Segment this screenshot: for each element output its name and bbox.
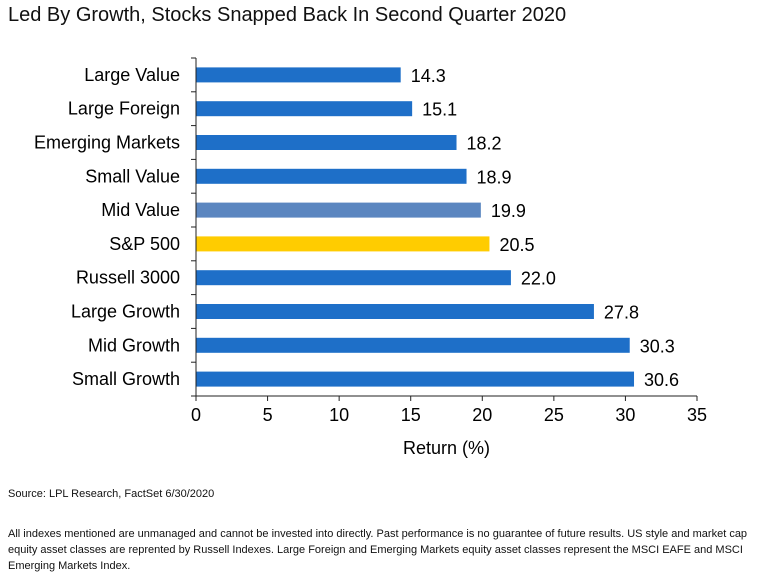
data-label: 18.9 [477, 167, 512, 187]
x-tick-label: 0 [191, 405, 201, 425]
category-label: Russell 3000 [76, 268, 180, 288]
x-tick-label: 10 [329, 405, 349, 425]
bar [196, 337, 630, 353]
bar [196, 67, 401, 83]
data-label: 30.3 [640, 336, 675, 356]
x-axis-title: Return (%) [403, 438, 490, 458]
category-label: Small Value [85, 166, 180, 186]
footnote: All indexes mentioned are unmanaged and … [8, 528, 748, 572]
category-label: Emerging Markets [34, 133, 180, 153]
bar [196, 304, 594, 319]
bar [196, 236, 490, 252]
data-label: 14.3 [411, 66, 446, 86]
category-label: Large Value [84, 65, 180, 85]
category-label: Large Growth [71, 302, 180, 322]
x-tick-label: 5 [263, 405, 273, 425]
bar [196, 202, 481, 218]
bar-chart: Large Value 14.3 Large Foreign 15.1 Emerging… [34, 57, 707, 458]
x-tick-label: 20 [472, 405, 492, 425]
category-label: Mid Growth [88, 335, 180, 355]
data-label: 27.8 [604, 303, 639, 323]
bar [196, 371, 635, 387]
category-label: Large Foreign [68, 99, 180, 119]
bar [196, 135, 457, 150]
chart-title: Led By Growth, Stocks Snapped Back In Se… [8, 4, 567, 26]
data-label: 22.0 [521, 269, 556, 289]
bar [196, 270, 511, 286]
bar [196, 168, 467, 184]
data-label: 18.2 [467, 134, 502, 154]
x-tick-label: 30 [615, 405, 635, 425]
data-label: 30.6 [644, 370, 679, 390]
source-note: Source: LPL Research, FactSet 6/30/2020 [8, 488, 215, 500]
data-label: 20.5 [499, 235, 534, 255]
x-tick-label: 25 [544, 405, 564, 425]
category-label: Mid Value [101, 200, 180, 220]
data-label: 15.1 [422, 100, 457, 120]
bar [196, 101, 413, 117]
x-tick-label: 35 [687, 405, 707, 425]
category-label: S&P 500 [109, 234, 180, 254]
x-tick-label: 15 [401, 405, 421, 425]
category-label: Small Growth [72, 369, 180, 389]
data-label: 19.9 [491, 201, 526, 221]
